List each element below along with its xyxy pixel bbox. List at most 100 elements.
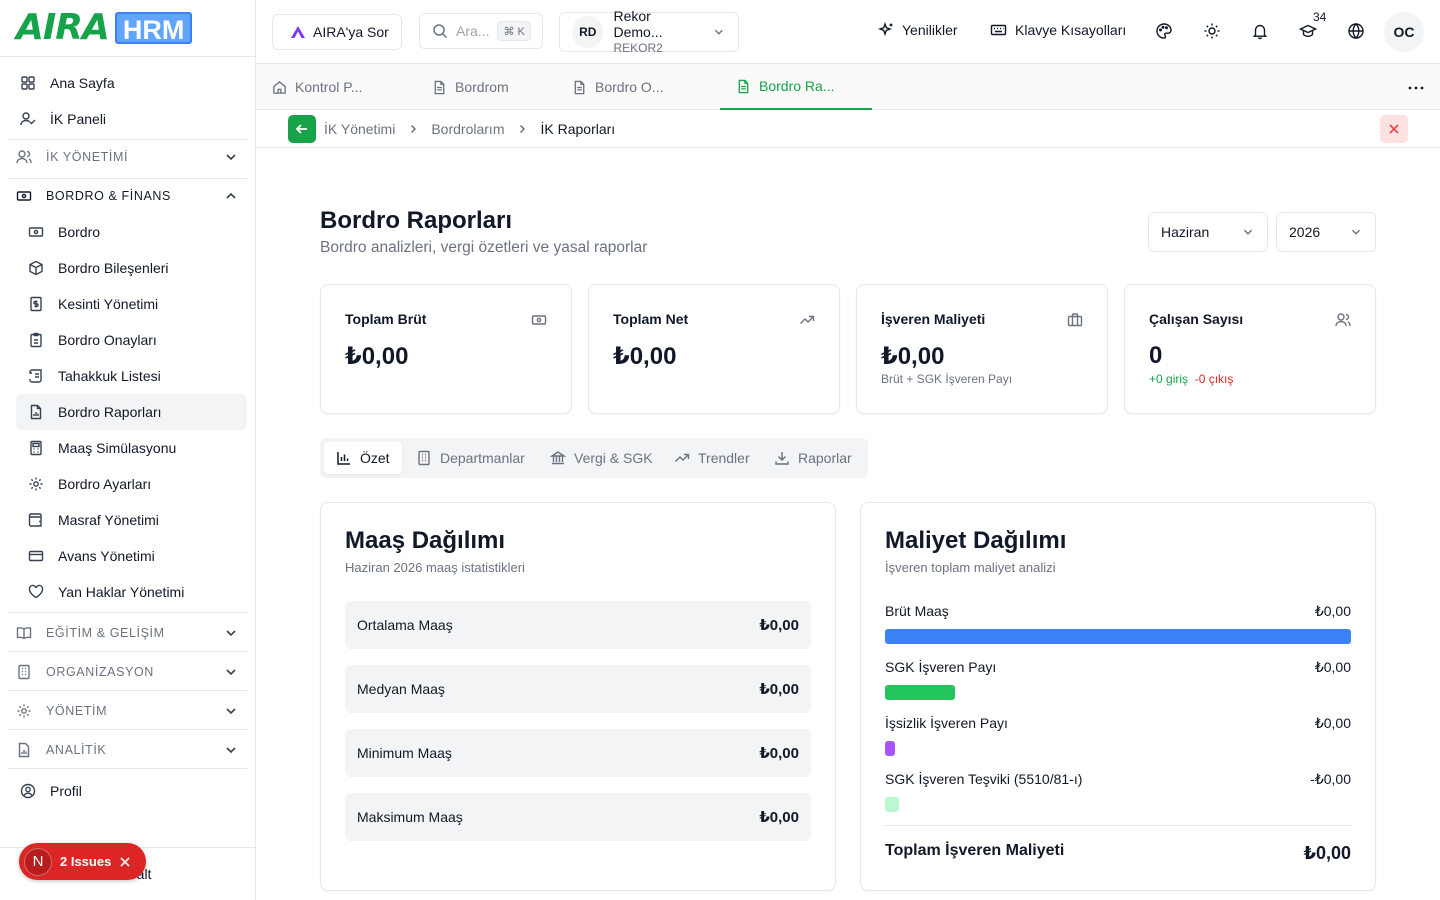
panel-title: Maliyet Dağılımı: [885, 527, 1067, 554]
sidebar-divider: [8, 768, 247, 769]
salary-value: ₺0,00: [759, 617, 799, 634]
sidebar-item-kesinti-yonetimi[interactable]: Kesinti Yönetimi: [16, 286, 247, 322]
search-input[interactable]: Ara... ⌘ K: [419, 13, 543, 49]
more-horizontal-icon[interactable]: [1407, 80, 1425, 96]
sidebar-item-masraf-yonetimi[interactable]: Masraf Yönetimi: [16, 502, 247, 538]
sidebar-item-bordro-raporlari[interactable]: Bordro Raporları: [16, 394, 247, 430]
users-icon: [1335, 313, 1351, 327]
dashboard-grid-icon: [21, 76, 35, 90]
news-button[interactable]: Yenilikler: [878, 22, 958, 38]
page-tabs: Kontrol P... Bordrom Bordro O... Bordro …: [256, 64, 1440, 110]
logo[interactable]: AIRA HRM: [16, 10, 193, 46]
year-select[interactable]: 2026: [1276, 212, 1376, 252]
tab-raporlar[interactable]: Raporlar: [762, 442, 864, 474]
globe-icon[interactable]: [1347, 22, 1365, 40]
chevron-right-icon: [520, 124, 526, 134]
sun-icon[interactable]: [1203, 22, 1221, 40]
tab-bordro-raporlari[interactable]: Bordro Ra...: [720, 64, 872, 110]
sidebar-item-ana-sayfa[interactable]: Ana Sayfa: [16, 65, 247, 101]
download-icon: [775, 452, 789, 465]
home-icon: [273, 80, 286, 94]
file-chart-icon: [18, 742, 30, 758]
sidebar-item-bordro-ayarlari[interactable]: Bordro Ayarları: [16, 466, 247, 502]
tab-kontrol-paneli[interactable]: Kontrol P...: [256, 64, 408, 110]
tab-bordro-onaylari[interactable]: Bordro O...: [556, 64, 708, 110]
stat-card-calisan-sayisi: Çalışan Sayısı 0 +0 giriş -0 çıkış: [1124, 284, 1376, 414]
search-shortcut: ⌘ K: [497, 21, 531, 41]
sidebar-section-yonetim[interactable]: YÖNETİM: [16, 693, 247, 729]
sidebar-item-label: Maaş Simülasyonu: [58, 440, 177, 456]
chevron-right-icon: [411, 124, 417, 134]
sidebar-item-ik-paneli[interactable]: İK Paneli: [16, 101, 247, 137]
tab-ozet[interactable]: Özet: [324, 442, 402, 474]
cost-value: ₺0,00: [1314, 715, 1351, 731]
sidebar-item-profil[interactable]: Profil: [16, 773, 247, 809]
close-icon[interactable]: [119, 856, 131, 868]
ask-aira-label: AIRA'ya Sor: [313, 24, 389, 40]
sidebar-item-yan-haklar[interactable]: Yan Haklar Yönetimi: [16, 574, 247, 610]
logo-product: HRM: [114, 12, 193, 45]
chevron-down-icon: [226, 669, 236, 676]
breadcrumb-current: İK Raporları: [540, 121, 616, 137]
sidebar-section-organizasyon[interactable]: ORGANİZASYON: [16, 654, 247, 690]
clipboard-check-icon: [30, 332, 42, 348]
cost-value: ₺0,00: [1314, 603, 1351, 619]
sidebar: AIRA HRM Ana Sayfa İK Paneli İK YÖNETİMİ…: [0, 0, 256, 900]
sidebar-section-ik-yonetimi[interactable]: İK YÖNETİMİ: [16, 139, 247, 175]
file-text-icon: [434, 80, 445, 94]
sidebar-section-bordro-finans[interactable]: BORDRO & FİNANS: [16, 178, 247, 214]
salary-value: ₺0,00: [759, 681, 799, 698]
sidebar-divider: [8, 651, 247, 652]
breadcrumb-item[interactable]: İK Yönetimi: [324, 121, 396, 137]
panel-subtitle: İşveren toplam maliyet analizi: [885, 560, 1056, 575]
chevron-down-icon: [226, 630, 236, 637]
sidebar-item-label: Kesinti Yönetimi: [58, 296, 159, 312]
breadcrumb-item[interactable]: Bordrolarım: [431, 121, 505, 137]
sidebar-item-maas-simulasyonu[interactable]: Maaş Simülasyonu: [16, 430, 247, 466]
stat-label: İşveren Maliyeti: [881, 311, 986, 327]
sidebar-item-bordro[interactable]: Bordro: [16, 214, 247, 250]
breadcrumb: İK Yönetimi Bordrolarım İK Raporları: [324, 121, 615, 137]
tab-bordrom[interactable]: Bordrom: [416, 64, 568, 110]
keyboard-shortcuts-button[interactable]: Klavye Kısayolları: [990, 22, 1126, 38]
stat-card-isveren-maliyeti: İşveren Maliyeti ₺0,00 Brüt + SGK İşvere…: [856, 284, 1108, 414]
sidebar-divider: [8, 729, 247, 730]
receipt-dollar-icon: [30, 296, 42, 312]
year-value: 2026: [1289, 224, 1321, 240]
company-switcher[interactable]: RD Rekor Demo... REKOR2: [559, 8, 739, 55]
user-avatar[interactable]: OC: [1384, 12, 1424, 52]
tab-vergi-sgk[interactable]: Vergi & SGK: [538, 442, 665, 474]
back-button[interactable]: [288, 115, 316, 143]
sidebar-divider: [8, 139, 247, 140]
sidebar-item-label: Bordro Raporları: [58, 404, 162, 420]
month-select[interactable]: Haziran: [1148, 212, 1268, 252]
users-icon: [16, 150, 32, 164]
stat-value: ₺0,00: [881, 343, 945, 370]
sidebar-item-avans-yonetimi[interactable]: Avans Yönetimi: [16, 538, 247, 574]
tab-departmanlar[interactable]: Departmanlar: [404, 442, 537, 474]
palette-icon[interactable]: [1155, 22, 1173, 40]
sidebar-section-label: İK YÖNETİMİ: [46, 150, 129, 164]
sidebar-item-bordro-bilesenleri[interactable]: Bordro Bileşenleri: [16, 250, 247, 286]
salary-label: Maksimum Maaş: [357, 809, 463, 825]
issues-badge[interactable]: N 2 Issues: [19, 843, 146, 880]
sidebar-section-analitik[interactable]: ANALİTİK: [16, 732, 247, 768]
tab-trendler[interactable]: Trendler: [662, 442, 762, 474]
close-page-button[interactable]: [1380, 115, 1408, 143]
heart-icon: [28, 584, 44, 599]
trending-up-icon: [675, 453, 690, 462]
settings-icon: [29, 477, 43, 491]
month-value: Haziran: [1161, 224, 1210, 240]
sidebar-item-tahakkuk-listesi[interactable]: Tahakkuk Listesi: [16, 358, 247, 394]
sidebar-section-egitim[interactable]: EĞİTİM & GELİŞİM: [16, 615, 247, 651]
close-icon: [1389, 124, 1399, 134]
file-chart-icon: [30, 404, 42, 420]
sidebar-item-bordro-onaylari[interactable]: Bordro Onayları: [16, 322, 247, 358]
cost-label: SGK İşveren Teşviki (5510/81-ı): [885, 771, 1083, 787]
graduation-cap-icon[interactable]: [1299, 22, 1317, 40]
ask-aira-button[interactable]: AIRA'ya Sor: [272, 14, 402, 50]
topbar: [256, 0, 1440, 64]
sidebar-section-label: EĞİTİM & GELİŞİM: [46, 626, 165, 640]
bell-icon[interactable]: [1251, 22, 1269, 40]
sidebar-item-label: Ana Sayfa: [50, 75, 115, 91]
